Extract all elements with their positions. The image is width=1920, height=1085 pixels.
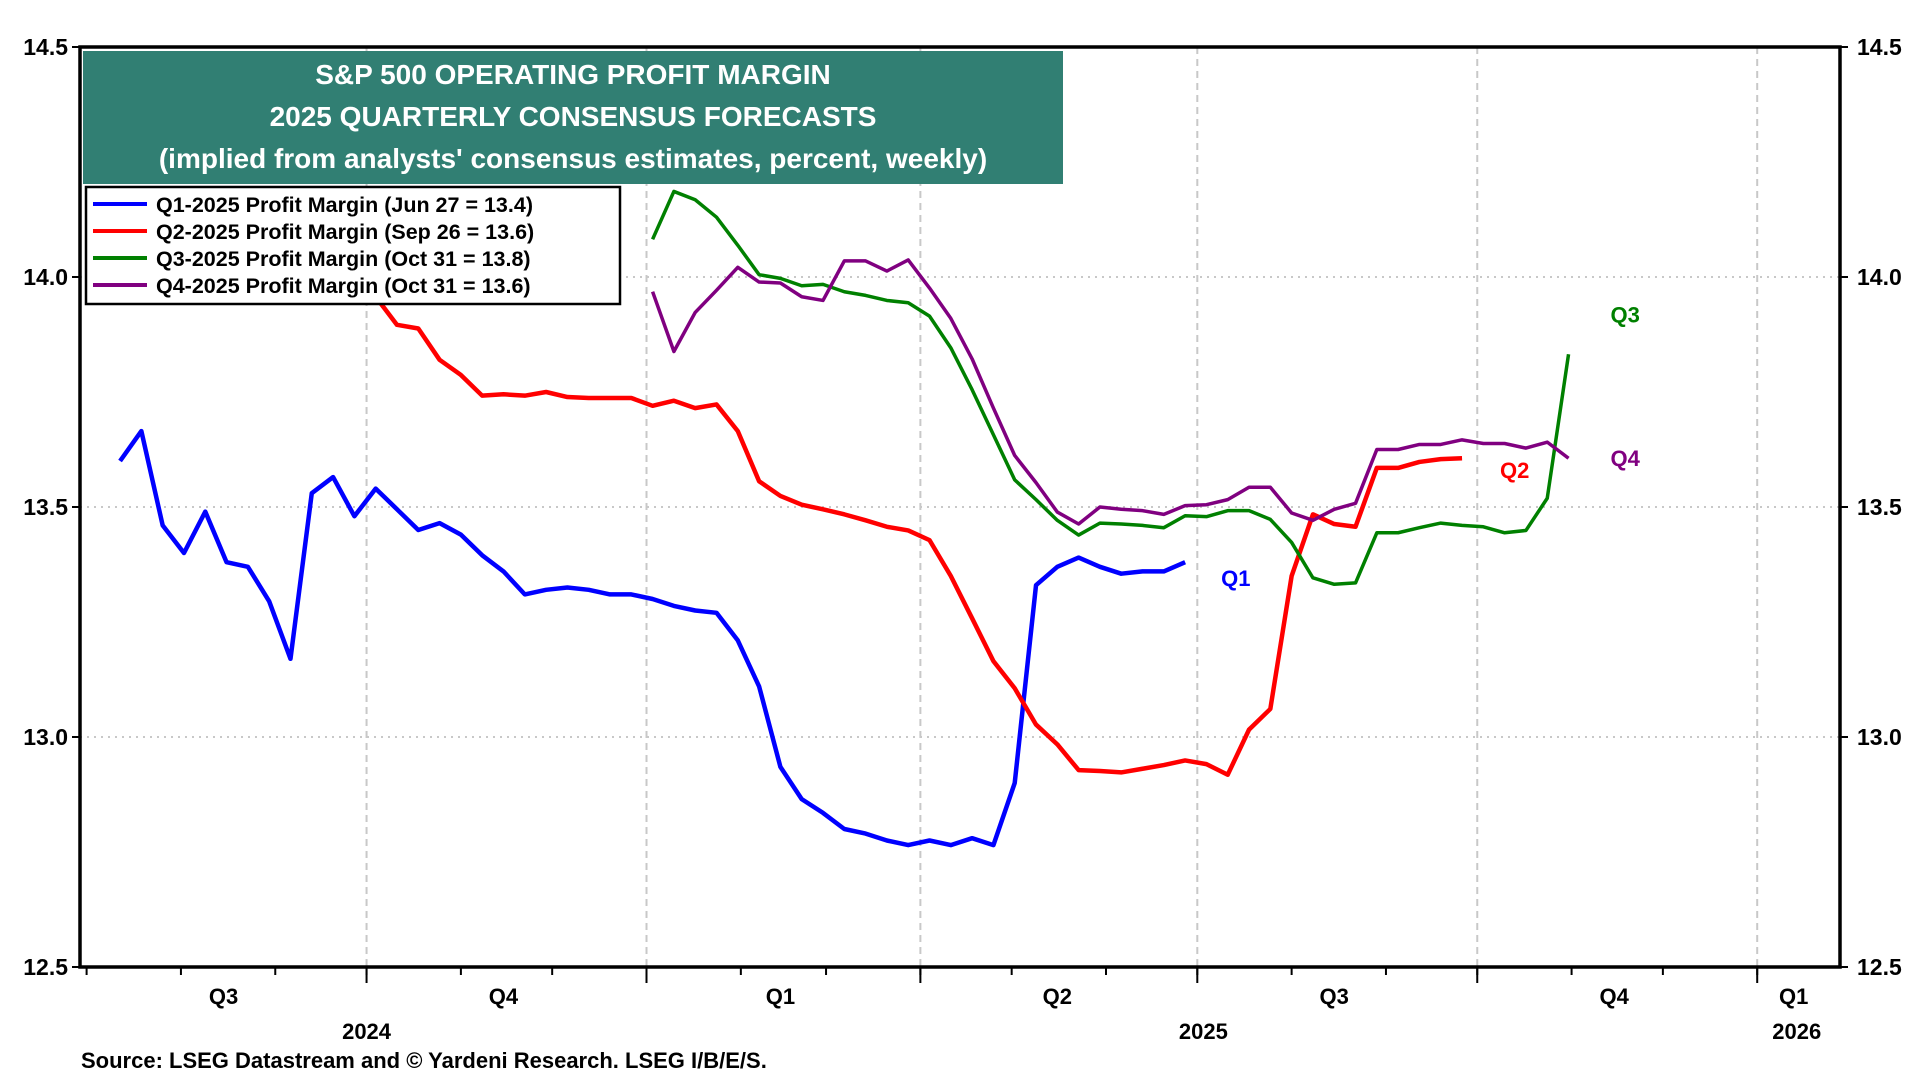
end-label-q1: Q1 bbox=[1221, 566, 1250, 591]
chart-subtitle: 2025 QUARTERLY CONSENSUS FORECASTS bbox=[270, 101, 877, 132]
x-quarter-label: Q3 bbox=[209, 984, 238, 1009]
y-tick-label-left: 13.0 bbox=[23, 724, 68, 750]
legend: Q1-2025 Profit Margin (Jun 27 = 13.4) Q2… bbox=[86, 187, 620, 304]
x-quarter-label: Q1 bbox=[766, 984, 795, 1009]
x-year-label: 2026 bbox=[1772, 1019, 1821, 1044]
y-tick-label-left: 13.5 bbox=[23, 494, 68, 520]
y-tick-label-right: 13.0 bbox=[1857, 724, 1902, 750]
y-tick-label-right: 12.5 bbox=[1857, 954, 1902, 980]
y-tick-label-left: 12.5 bbox=[23, 954, 68, 980]
y-tick-label-right: 14.0 bbox=[1857, 264, 1902, 290]
x-year-label: 2024 bbox=[342, 1019, 392, 1044]
series-line-q2 bbox=[376, 297, 1462, 775]
chart-subtitle-2: (implied from analysts' consensus estima… bbox=[159, 143, 987, 174]
end-label-q4: Q4 bbox=[1611, 446, 1641, 471]
x-quarter-label: Q1 bbox=[1779, 984, 1808, 1009]
legend-label-q4: Q4-2025 Profit Margin (Oct 31 = 13.6) bbox=[156, 274, 531, 298]
gridlines bbox=[80, 47, 1840, 967]
chart-title: S&P 500 OPERATING PROFIT MARGIN bbox=[315, 59, 830, 90]
x-quarter-label: Q4 bbox=[1600, 984, 1630, 1009]
x-quarter-label: Q3 bbox=[1320, 984, 1349, 1009]
legend-label-q2: Q2-2025 Profit Margin (Sep 26 = 13.6) bbox=[156, 220, 534, 244]
end-label-q2: Q2 bbox=[1500, 458, 1529, 483]
x-quarter-label: Q4 bbox=[489, 984, 519, 1009]
legend-label-q3: Q3-2025 Profit Margin (Oct 31 = 13.8) bbox=[156, 247, 531, 271]
plot-frame bbox=[80, 47, 1840, 967]
series-line-q3 bbox=[653, 191, 1569, 584]
x-quarter-label: Q2 bbox=[1043, 984, 1072, 1009]
y-tick-label-left: 14.0 bbox=[23, 264, 68, 290]
y-tick-label-left: 14.5 bbox=[23, 34, 68, 60]
legend-label-q1: Q1-2025 Profit Margin (Jun 27 = 13.4) bbox=[156, 193, 533, 217]
source-note: Source: LSEG Datastream and © Yardeni Re… bbox=[81, 1048, 767, 1073]
x-year-label: 2025 bbox=[1179, 1019, 1228, 1044]
end-label-q3: Q3 bbox=[1611, 302, 1640, 327]
series-line-q1 bbox=[120, 431, 1185, 845]
y-tick-label-right: 13.5 bbox=[1857, 494, 1902, 520]
y-tick-label-right: 14.5 bbox=[1857, 34, 1902, 60]
title-box: S&P 500 OPERATING PROFIT MARGIN 2025 QUA… bbox=[83, 51, 1063, 184]
series-line-q4 bbox=[653, 260, 1569, 524]
